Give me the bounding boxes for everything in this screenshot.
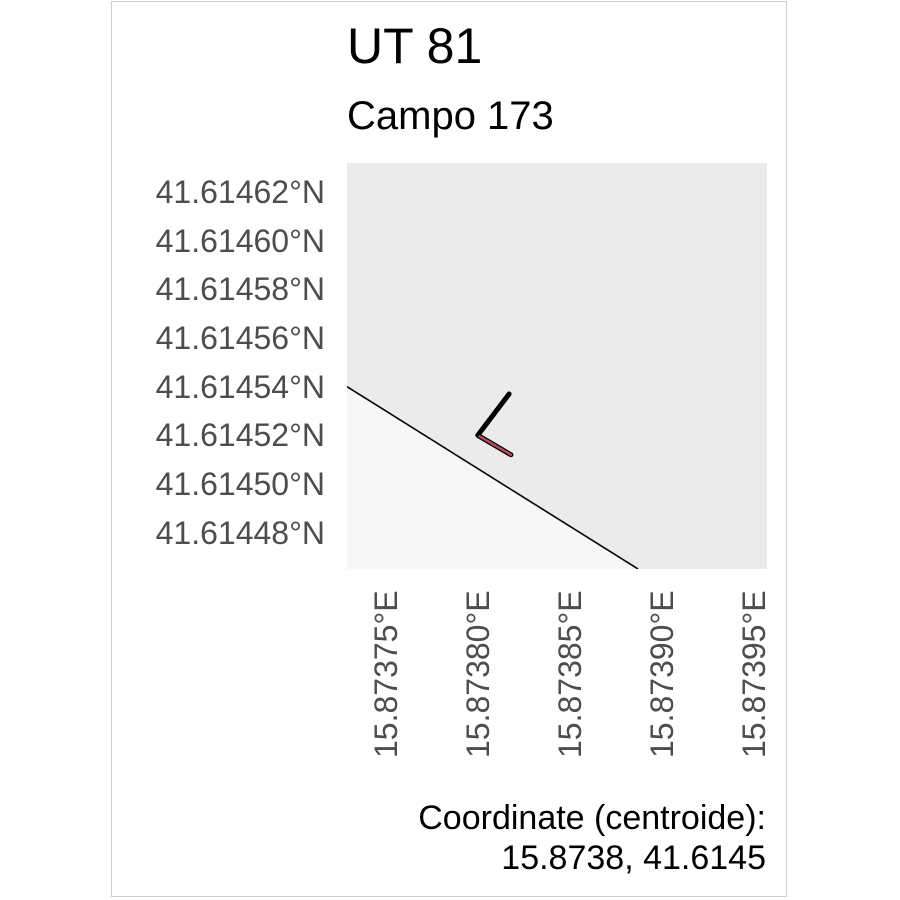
lat-tick-label: 41.61452°N <box>155 417 325 454</box>
lat-tick-label: 41.61458°N <box>155 271 325 308</box>
centroid-caption-label: Coordinate (centroide): <box>418 799 766 837</box>
map-svg <box>347 163 767 569</box>
lat-tick-label: 41.61448°N <box>155 514 325 551</box>
centroid-caption-value: 15.8738, 41.6145 <box>501 839 766 877</box>
feature-marker-edge <box>476 392 511 437</box>
centroid-caption: Coordinate (centroide): 15.8738, 41.6145 <box>418 798 766 878</box>
map-title: UT 81 <box>347 18 483 74</box>
feature-marker-fill <box>476 434 513 456</box>
map-subtitle: Campo 173 <box>347 94 554 138</box>
lat-tick-label: 41.61450°N <box>155 465 325 502</box>
lon-tick-label: 15.87390°E <box>644 590 681 758</box>
lat-tick-label: 41.61456°N <box>155 320 325 357</box>
lat-tick-label: 41.61454°N <box>155 368 325 405</box>
parcel-boundary-line <box>347 385 639 569</box>
lon-tick-label: 15.87395°E <box>736 590 773 758</box>
lat-tick-label: 41.61460°N <box>155 222 325 259</box>
lon-tick-label: 15.87375°E <box>367 590 404 758</box>
lat-tick-label: 41.61462°N <box>155 174 325 211</box>
lon-tick-label: 15.87380°E <box>459 590 496 758</box>
lon-tick-label: 15.87385°E <box>552 590 589 758</box>
map-panel <box>347 163 767 569</box>
